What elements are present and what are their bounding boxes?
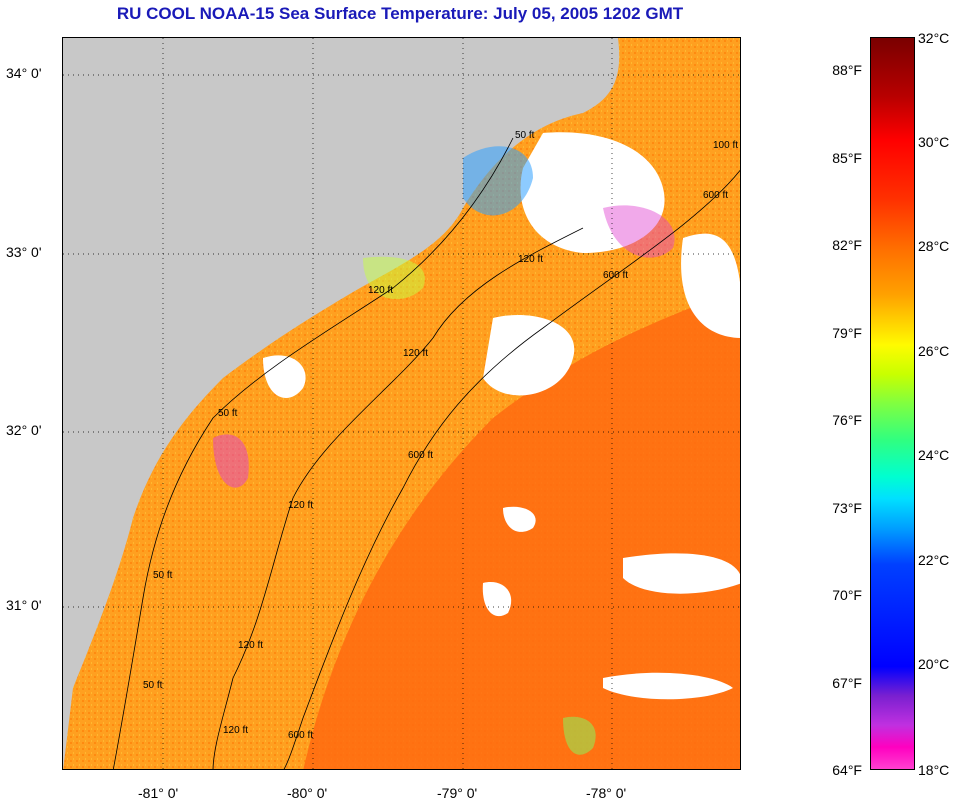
colorbar-fahrenheit-label: 70°F (832, 587, 862, 603)
contour-label: 600 ft (603, 270, 628, 281)
colorbar-celsius-label: 28°C (918, 238, 950, 254)
cool-water-patch (213, 434, 249, 488)
longitude-label: -78° 0' (586, 785, 627, 801)
cloud-mask (483, 314, 575, 396)
contour-label: 600 ft (703, 190, 728, 201)
contour-label: 50 ft (218, 408, 238, 419)
contour-label: 120 ft (238, 640, 263, 651)
cloud-mask (263, 355, 306, 398)
contour-label: 50 ft (515, 130, 535, 141)
cloud-mask (681, 233, 740, 338)
cool-water-patch (463, 146, 533, 216)
contour-label: 120 ft (288, 500, 313, 511)
cool-water-patch (363, 256, 425, 300)
cloud-mask (503, 506, 536, 532)
contour-label: 120 ft (223, 725, 248, 736)
colorbar-fahrenheit-label: 82°F (832, 237, 862, 253)
cloud-mask (623, 553, 740, 594)
cloud-mask (520, 132, 665, 253)
contour-label: 120 ft (368, 285, 393, 296)
latitude-label: 32° 0' (6, 422, 42, 438)
contour-label: 50 ft (143, 680, 163, 691)
longitude-label: -80° 0' (287, 785, 328, 801)
contour-label: 100 ft (713, 140, 738, 151)
longitude-label: -81° 0' (138, 785, 179, 801)
colorbar-celsius-label: 24°C (918, 447, 950, 463)
cloud-mask (603, 672, 733, 700)
latitude-label: 31° 0' (6, 597, 42, 613)
colorbar-celsius-label: 20°C (918, 656, 950, 672)
colorbar-celsius-label: 22°C (918, 552, 950, 568)
contour-label: 600 ft (408, 450, 433, 461)
depth-contours (112, 137, 740, 769)
colorbar-celsius-label: 18°C (918, 762, 950, 778)
land-mass (63, 38, 620, 769)
colorbar-fahrenheit-label: 79°F (832, 325, 862, 341)
map-title: RU COOL NOAA-15 Sea Surface Temperature:… (116, 4, 684, 23)
colorbar-fahrenheit-label: 73°F (832, 500, 862, 516)
sst-map: 50 ft 50 ft 50 ft 50 ft 120 ft 120 ft 12… (62, 37, 741, 770)
colorbar-fahrenheit-label: 67°F (832, 675, 862, 691)
colorbar-fahrenheit-label: 85°F (832, 150, 862, 166)
contour-label: 120 ft (403, 348, 428, 359)
latitude-label: 34° 0' (6, 65, 42, 81)
colorbar-celsius-label: 26°C (918, 343, 950, 359)
latitude-label: 33° 0' (6, 244, 42, 260)
contour-label: 600 ft (288, 730, 313, 741)
temperature-colorbar (870, 37, 915, 770)
colorbar-celsius-label: 32°C (918, 30, 950, 46)
colorbar-fahrenheit-label: 64°F (832, 762, 862, 778)
contour-label: 120 ft (518, 254, 543, 265)
contour-label: 50 ft (153, 570, 173, 581)
cloud-mask (482, 582, 512, 617)
colorbar-fahrenheit-label: 76°F (832, 412, 862, 428)
cool-water-patch (563, 716, 596, 755)
colorbar-fahrenheit-label: 88°F (832, 62, 862, 78)
colorbar-celsius-label: 30°C (918, 134, 950, 150)
graticule (63, 38, 740, 769)
longitude-label: -79° 0' (437, 785, 478, 801)
